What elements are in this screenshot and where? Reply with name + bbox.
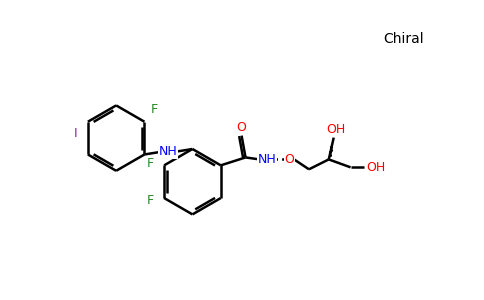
- Text: F: F: [147, 157, 154, 170]
- Text: I: I: [74, 127, 77, 140]
- Text: NH: NH: [159, 145, 178, 158]
- Text: OH: OH: [326, 123, 345, 136]
- Text: F: F: [151, 103, 158, 116]
- Text: O: O: [284, 153, 294, 166]
- Text: F: F: [147, 194, 154, 206]
- Text: Chiral: Chiral: [384, 32, 424, 46]
- Text: O: O: [237, 121, 246, 134]
- Text: NH: NH: [258, 153, 277, 166]
- Text: OH: OH: [367, 161, 386, 174]
